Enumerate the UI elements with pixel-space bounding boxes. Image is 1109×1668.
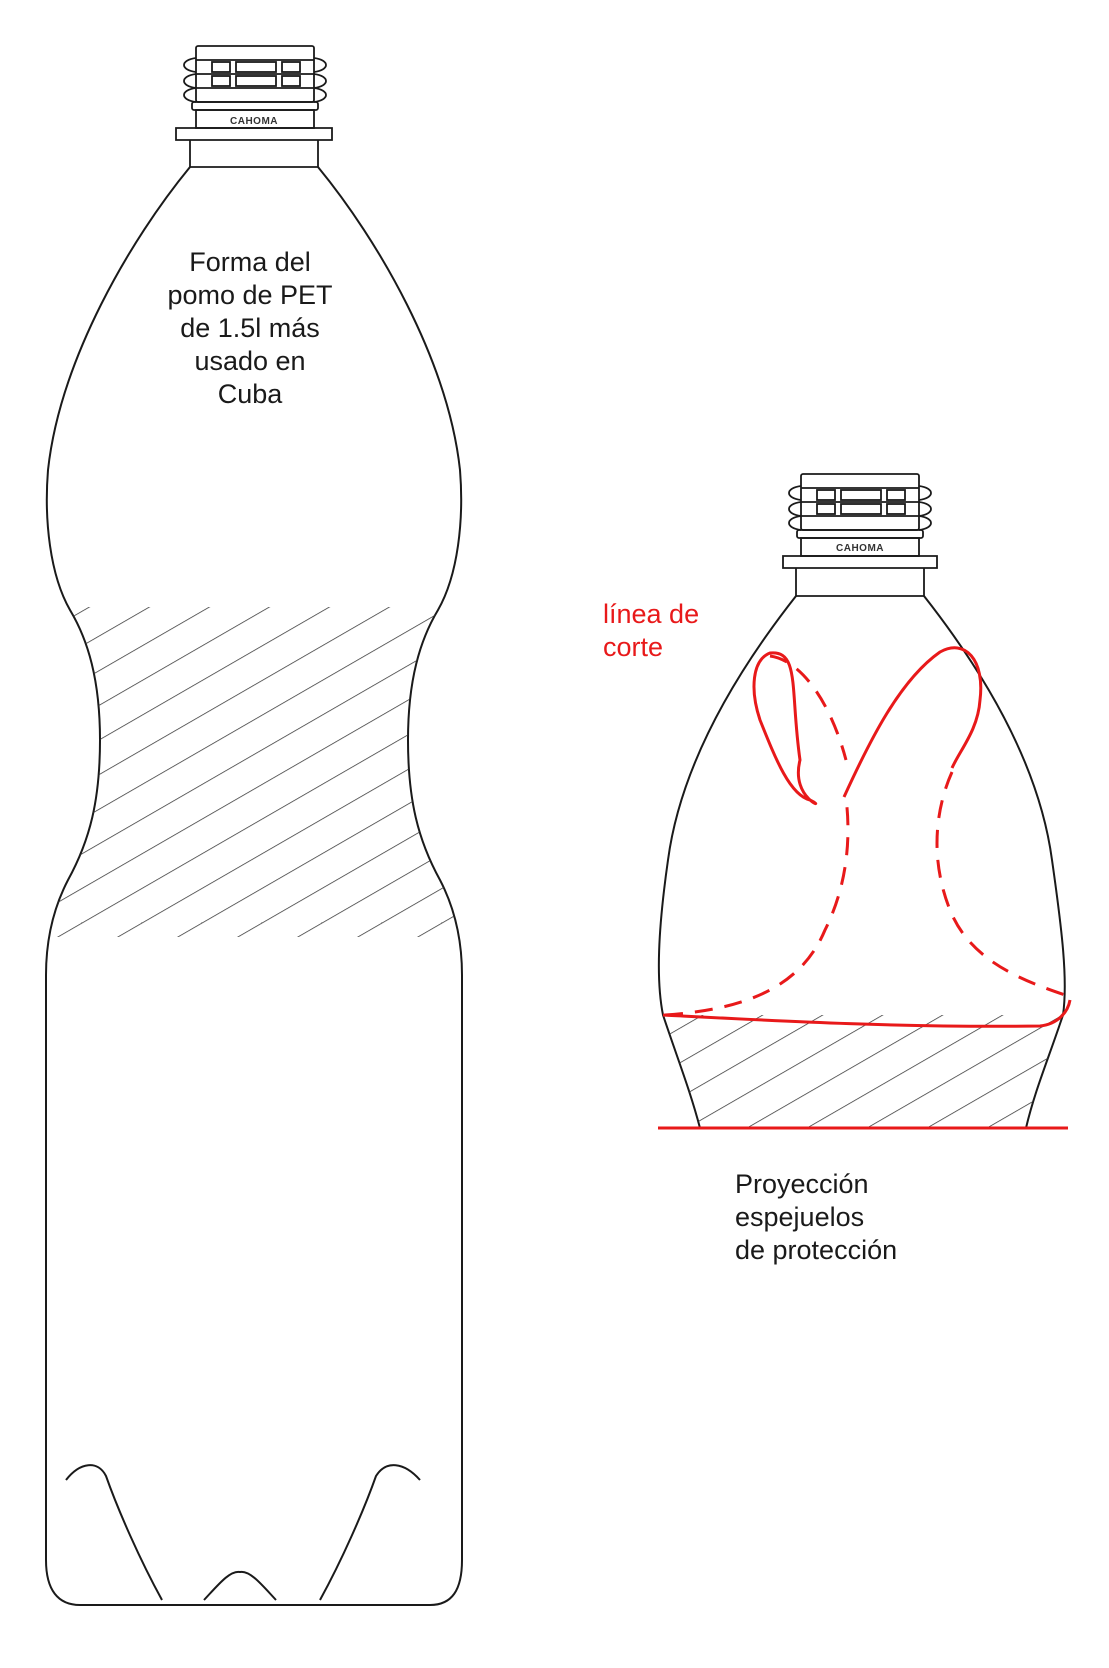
cut-line-solid [662,646,1072,1028]
left-bottle-outline [45,166,463,1606]
cut-line-label-line: línea de [603,599,700,629]
cut-line-dashed [664,654,1069,1017]
left-bottle-base [65,1464,421,1601]
bottle-shape-label-line: de 1.5l más [180,313,320,343]
cut-line-label-line: corte [603,632,664,662]
left-bottle-cap [175,45,333,168]
right-bottle-cap [782,473,938,597]
projection-label-line: espejuelos [735,1202,865,1232]
left-bottle-brand: CAHOMA [230,116,278,127]
left-bottle-hatch [46,607,462,937]
bottle-shape-label-line: usado en [194,346,306,376]
left-bottle: CAHOMA [45,45,463,1606]
projection-label-line: de protección [735,1235,898,1265]
cut-line-label: línea de corte [603,598,699,664]
right-bottle: CAHOMA [657,473,1072,1130]
bottle-shape-label-line: Cuba [217,379,283,409]
bottle-shape-label-line: pomo de PET [167,280,333,310]
projection-label: Proyección espejuelos de protección [735,1168,897,1267]
right-bottle-brand: CAHOMA [836,543,884,554]
cut-line-drawing [658,646,1072,1130]
projection-label-line: Proyección [735,1169,869,1199]
right-bottle-hatch [663,1015,1063,1128]
bottle-shape-label-line: Forma del [189,247,311,277]
bottle-shape-label: Forma del pomo de PET de 1.5l más usado … [140,246,360,411]
